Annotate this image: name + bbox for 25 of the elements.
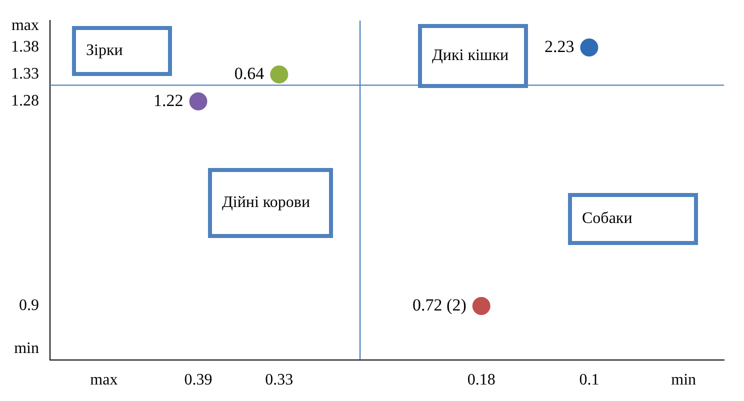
annotation: Дикі кішки xyxy=(432,47,509,65)
x-tick-label: max xyxy=(90,372,118,389)
point xyxy=(187,90,210,112)
x-tick-label: 0.33 xyxy=(265,372,294,389)
x-tick-label: 0.39 xyxy=(184,372,212,389)
x-tick-label: 0.1 xyxy=(579,372,600,389)
label-box: Зірки xyxy=(72,26,172,76)
annotation: 0.72 (2) xyxy=(412,295,466,314)
y-tick-label: max xyxy=(11,17,39,34)
y-tick-label: 0.9 xyxy=(19,297,39,314)
x-tick-label: min xyxy=(671,372,696,389)
y-tick-label: 1.38 xyxy=(11,38,39,56)
annotation: 2.23 xyxy=(544,36,574,56)
annotation: 0.64 xyxy=(234,64,265,83)
y-tick-label: 1.33 xyxy=(11,66,39,83)
label-box: Собаки xyxy=(568,193,698,245)
annotation: Дійні корови xyxy=(222,194,310,212)
annotation: Зірки xyxy=(86,42,123,60)
annotation: Собаки xyxy=(582,210,632,228)
y-tick-label: min xyxy=(14,340,39,358)
annotation: 1.22 xyxy=(154,90,184,110)
y-tick-label: 1.28 xyxy=(11,92,39,110)
label-box: Дикі кішки xyxy=(418,24,528,88)
x-tick-label: 0.18 xyxy=(467,372,496,389)
label-box: Дійні корови xyxy=(208,168,333,238)
